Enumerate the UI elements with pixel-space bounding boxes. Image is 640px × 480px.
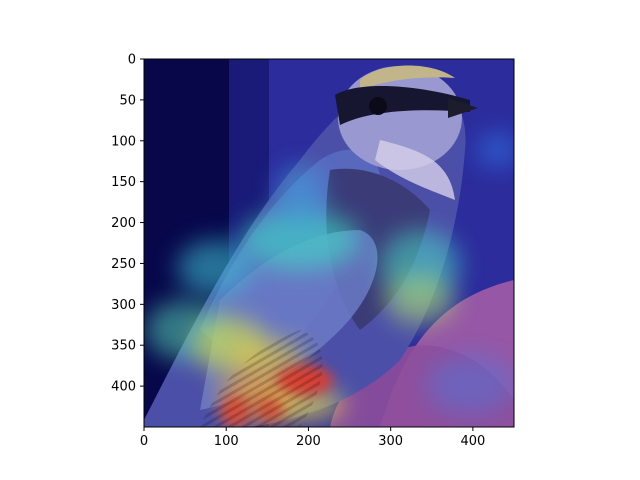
bird-beak (448, 98, 478, 118)
glow-cyan-mid (240, 210, 360, 270)
bird-crown (360, 65, 455, 90)
bird-eye-stripe (335, 85, 470, 125)
bird-eye (369, 97, 387, 115)
y-tick-label: 350 (111, 339, 136, 354)
x-axis: 0 100 200 300 400 (140, 427, 485, 449)
x-tick-label: 300 (378, 434, 403, 449)
y-tick-label: 200 (111, 216, 136, 231)
glow-blue-right (425, 355, 514, 415)
saliency-overlay (145, 132, 514, 427)
y-tick-label: 100 (111, 134, 136, 149)
glow-blue-topright (476, 132, 514, 168)
x-tick-label: 400 (460, 434, 485, 449)
feather-stripes (200, 330, 323, 427)
x-tick-label: 100 (214, 434, 239, 449)
glow-cyan-neck (275, 165, 325, 225)
y-tick-label: 250 (111, 257, 136, 272)
y-tick-label: 0 (128, 53, 136, 68)
y-tick-label: 50 (119, 93, 136, 108)
x-tick-label: 0 (140, 434, 148, 449)
image-region (144, 59, 514, 427)
glow-green-right (385, 275, 455, 325)
y-tick-label: 400 (111, 380, 136, 395)
glow-cyan-left (177, 240, 253, 296)
y-axis: 0 50 100 150 200 250 300 350 400 (111, 53, 144, 395)
y-tick-label: 300 (111, 298, 136, 313)
bird-throat (375, 140, 455, 200)
x-tick-label: 200 (296, 434, 321, 449)
axes-frame (143, 58, 515, 428)
y-tick-label: 150 (111, 175, 136, 190)
